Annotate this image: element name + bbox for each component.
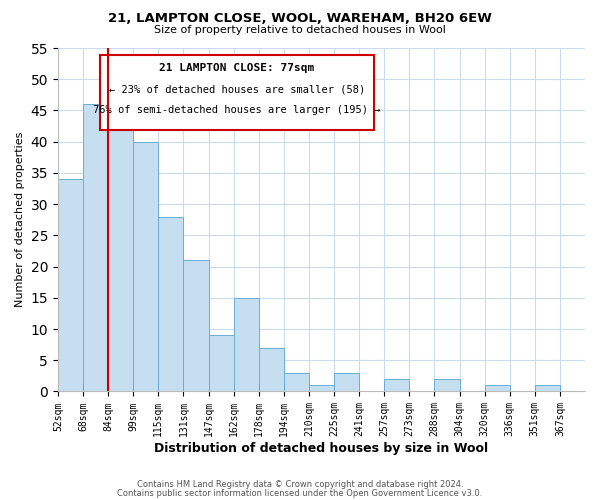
Bar	[58, 179, 83, 392]
Bar	[309, 385, 334, 392]
Bar	[334, 372, 359, 392]
Bar	[434, 379, 460, 392]
X-axis label: Distribution of detached houses by size in Wool: Distribution of detached houses by size …	[154, 442, 488, 455]
Bar	[108, 123, 133, 392]
Bar	[384, 379, 409, 392]
Text: 76% of semi-detached houses are larger (195) →: 76% of semi-detached houses are larger (…	[94, 104, 381, 115]
Text: Contains HM Land Registry data © Crown copyright and database right 2024.: Contains HM Land Registry data © Crown c…	[137, 480, 463, 489]
Text: Contains public sector information licensed under the Open Government Licence v3: Contains public sector information licen…	[118, 489, 482, 498]
Text: Size of property relative to detached houses in Wool: Size of property relative to detached ho…	[154, 25, 446, 35]
Bar	[158, 216, 184, 392]
Bar	[209, 336, 233, 392]
Bar	[83, 104, 108, 392]
Bar	[535, 385, 560, 392]
Bar	[284, 372, 309, 392]
Y-axis label: Number of detached properties: Number of detached properties	[15, 132, 25, 308]
Bar	[485, 385, 510, 392]
FancyBboxPatch shape	[100, 55, 374, 130]
Text: ← 23% of detached houses are smaller (58): ← 23% of detached houses are smaller (58…	[109, 84, 365, 94]
Bar	[184, 260, 209, 392]
Bar	[259, 348, 284, 392]
Bar	[133, 142, 158, 392]
Text: 21, LAMPTON CLOSE, WOOL, WAREHAM, BH20 6EW: 21, LAMPTON CLOSE, WOOL, WAREHAM, BH20 6…	[108, 12, 492, 26]
Text: 21 LAMPTON CLOSE: 77sqm: 21 LAMPTON CLOSE: 77sqm	[160, 64, 315, 74]
Bar	[233, 298, 259, 392]
